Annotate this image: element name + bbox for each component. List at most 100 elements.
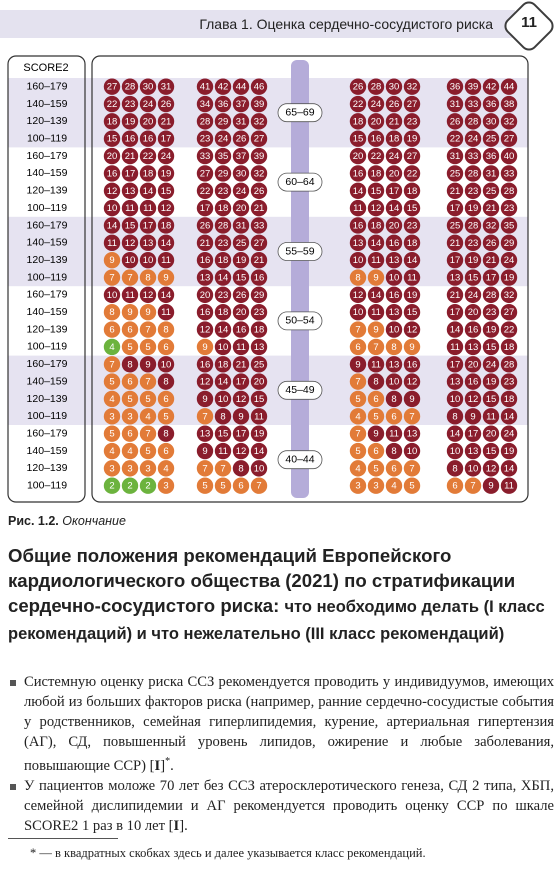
risk-cell xyxy=(103,95,121,113)
risk-cell xyxy=(121,165,139,182)
risk-cell xyxy=(500,321,518,338)
risk-cell xyxy=(367,95,385,113)
risk-value: 8 xyxy=(452,463,457,474)
risk-value: 26 xyxy=(450,116,461,127)
risk-cell xyxy=(349,477,367,494)
risk-value: 17 xyxy=(236,377,247,388)
age-label: 60–64 xyxy=(285,176,314,188)
risk-cell xyxy=(232,269,250,286)
risk-value: 9 xyxy=(109,255,114,266)
risk-cell xyxy=(121,304,139,321)
risk-cell xyxy=(500,477,518,494)
risk-value: 3 xyxy=(109,411,114,422)
risk-cell xyxy=(232,425,250,442)
risk-value: 19 xyxy=(407,290,418,301)
risk-cell xyxy=(367,234,385,252)
risk-cell xyxy=(446,425,464,442)
risk-value: 10 xyxy=(218,342,229,353)
risk-cell xyxy=(250,408,268,425)
risk-cell xyxy=(500,286,518,304)
risk-cell xyxy=(464,286,482,304)
risk-cell xyxy=(500,425,518,442)
risk-value: 7 xyxy=(145,377,150,388)
risk-cell xyxy=(157,460,175,477)
risk-value: 5 xyxy=(409,481,414,492)
risk-value: 37 xyxy=(236,151,247,162)
risk-cell xyxy=(482,390,500,408)
risk-cell xyxy=(250,165,268,182)
risk-cell xyxy=(214,234,232,252)
risk-cell xyxy=(500,338,518,356)
sbp-label: 120–139 xyxy=(27,393,68,405)
risk-cell xyxy=(385,199,403,217)
risk-value: 16 xyxy=(407,359,418,370)
risk-value: 11 xyxy=(450,342,460,353)
risk-value: 10 xyxy=(450,446,461,457)
risk-cell xyxy=(482,373,500,390)
sbp-label: 160–179 xyxy=(27,219,68,231)
risk-value: 30 xyxy=(389,82,400,93)
risk-value: 23 xyxy=(218,290,229,301)
risk-value: 5 xyxy=(109,429,114,440)
risk-cell xyxy=(482,304,500,321)
risk-value: 10 xyxy=(389,377,400,388)
risk-value: 14 xyxy=(450,325,461,336)
risk-value: 13 xyxy=(143,238,154,249)
heading-rest: что необходимо делать (I класс рекоменда… xyxy=(8,598,545,643)
risk-cell xyxy=(385,217,403,234)
risk-value: 27 xyxy=(200,168,211,179)
risk-cell xyxy=(139,269,157,286)
risk-cell xyxy=(157,442,175,460)
risk-value: 25 xyxy=(236,238,247,249)
risk-value: 28 xyxy=(218,220,229,231)
risk-value: 27 xyxy=(504,307,515,318)
sbp-label: 160–179 xyxy=(27,358,68,370)
risk-cell xyxy=(121,460,139,477)
risk-cell xyxy=(250,460,268,477)
risk-value: 31 xyxy=(486,168,497,179)
risk-value: 3 xyxy=(373,481,378,492)
risk-cell xyxy=(139,165,157,182)
risk-value: 8 xyxy=(109,307,114,318)
risk-cell xyxy=(232,182,250,199)
risk-cell xyxy=(367,321,385,338)
risk-value: 20 xyxy=(389,168,400,179)
risk-value: 14 xyxy=(353,186,364,197)
risk-value: 18 xyxy=(218,359,229,370)
risk-cell xyxy=(232,147,250,165)
risk-cell xyxy=(500,217,518,234)
risk-cell xyxy=(500,269,518,286)
risk-value: 10 xyxy=(254,463,265,474)
risk-cell xyxy=(121,269,139,286)
risk-cell xyxy=(157,390,175,408)
risk-cell xyxy=(214,356,232,373)
risk-value: 16 xyxy=(107,168,118,179)
risk-cell xyxy=(157,338,175,356)
sbp-label: 160–179 xyxy=(27,427,68,439)
risk-value: 19 xyxy=(504,273,515,284)
risk-cell xyxy=(157,130,175,147)
risk-value: 12 xyxy=(200,377,211,388)
risk-value: 14 xyxy=(218,273,229,284)
risk-value: 16 xyxy=(200,255,211,266)
risk-cell xyxy=(157,304,175,321)
risk-cell xyxy=(385,460,403,477)
risk-value: 13 xyxy=(353,238,364,249)
risk-value: 7 xyxy=(256,481,261,492)
risk-value: 11 xyxy=(407,273,417,284)
risk-cell xyxy=(482,182,500,199)
risk-value: 27 xyxy=(407,99,418,110)
risk-value: 21 xyxy=(161,116,172,127)
risk-cell xyxy=(103,113,121,130)
risk-cell xyxy=(385,234,403,252)
risk-value: 21 xyxy=(486,203,497,214)
risk-cell xyxy=(385,286,403,304)
risk-cell xyxy=(403,373,421,390)
risk-cell xyxy=(232,338,250,356)
risk-value: 35 xyxy=(504,220,515,231)
risk-value: 14 xyxy=(407,255,418,266)
risk-value: 9 xyxy=(163,273,168,284)
risk-value: 17 xyxy=(125,168,136,179)
risk-cell xyxy=(349,95,367,113)
heading-bold: Общие положения рекомендаций Европейског… xyxy=(8,545,516,616)
